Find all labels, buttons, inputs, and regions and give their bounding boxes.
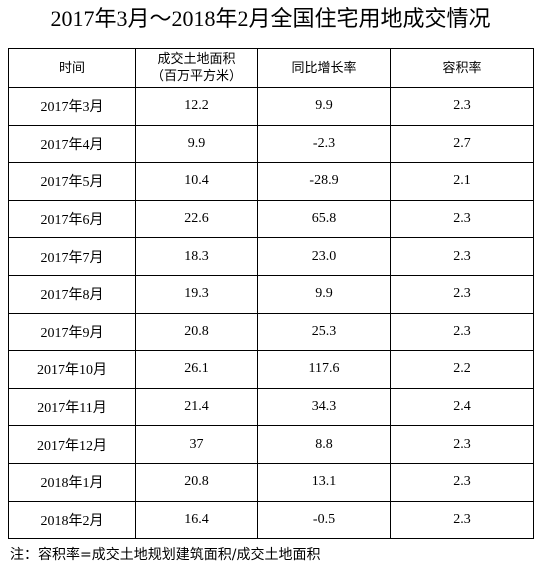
table-row: 2017年3月 12.2 9.9 2.3	[8, 87, 534, 126]
table-cell: -0.5	[257, 500, 391, 540]
table-cell: -2.3	[257, 124, 391, 164]
table-cell: 9.9	[135, 124, 258, 164]
table-cell: 2017年6月	[8, 199, 136, 239]
table-cell: 2.3	[390, 199, 534, 239]
table-cell: 2017年12月	[8, 425, 136, 464]
table-row: 2017年4月 9.9 -2.3 2.7	[8, 124, 534, 164]
table-row: 2017年5月 10.4 -28.9 2.1	[8, 162, 534, 201]
header-text: 容积率	[442, 60, 482, 76]
table-cell: 21.4	[135, 387, 258, 427]
table-cell: 23.0	[257, 237, 391, 276]
table-cell: 117.6	[257, 350, 391, 389]
table-cell: 8.8	[257, 425, 391, 464]
header-cell: 成交土地面积 （百万平方米）	[135, 48, 258, 88]
table-cell: 37	[135, 425, 258, 464]
table-cell: 2017年7月	[8, 237, 136, 276]
table-row: 2017年12月 37 8.8 2.3	[8, 425, 534, 464]
table-cell: 2018年1月	[8, 462, 136, 502]
table-cell: 12.2	[135, 87, 258, 126]
table-cell: -28.9	[257, 162, 391, 201]
table-cell: 2017年10月	[8, 350, 136, 389]
table-cell: 2.3	[390, 274, 534, 314]
table-cell: 13.1	[257, 462, 391, 502]
table-cell: 2.4	[390, 387, 534, 427]
header-text: 同比增长率	[291, 60, 357, 76]
table-row: 2017年6月 22.6 65.8 2.3	[8, 199, 534, 239]
table-cell: 19.3	[135, 274, 258, 314]
header-cell: 同比增长率	[257, 48, 391, 88]
table-cell: 16.4	[135, 500, 258, 540]
table-cell: 10.4	[135, 162, 258, 201]
table-row: 2018年2月 16.4 -0.5 2.3	[8, 500, 534, 540]
table-cell: 2.3	[390, 312, 534, 352]
table-row: 2017年11月 21.4 34.3 2.4	[8, 387, 534, 427]
table-cell: 2017年4月	[8, 124, 136, 164]
header-text: 时间	[58, 60, 85, 76]
table-cell: 26.1	[135, 350, 258, 389]
table-row: 2017年9月 20.8 25.3 2.3	[8, 312, 534, 352]
table-cell: 2.3	[390, 500, 534, 540]
table-row: 2017年10月 26.1 117.6 2.2	[8, 350, 534, 389]
table-cell: 34.3	[257, 387, 391, 427]
header-text: 成交土地面积	[157, 52, 236, 67]
table-cell: 65.8	[257, 199, 391, 239]
table-cell: 2.3	[390, 425, 534, 464]
table-cell: 2017年3月	[8, 87, 136, 126]
table-cell: 2018年2月	[8, 500, 136, 540]
title: 2017年3月～2018年2月全国住宅用地成交情况	[50, 6, 491, 31]
table-cell: 9.9	[257, 87, 391, 126]
table-row: 2017年8月 19.3 9.9 2.3	[8, 274, 534, 314]
table-cell: 20.8	[135, 312, 258, 352]
table-cell: 2.3	[390, 87, 534, 126]
table-cell: 9.9	[257, 274, 391, 314]
table-cell: 2.3	[390, 462, 534, 502]
table-cell: 2017年11月	[8, 387, 136, 427]
table-body: 2017年3月 12.2 9.9 2.3 2017年4月 9.9 -2.3 2.7 2017年5…	[8, 87, 534, 540]
table-cell: 2.2	[390, 350, 534, 389]
table-row: 2017年7月 18.3 23.0 2.3	[8, 237, 534, 276]
header-text: （百万平方米）	[150, 69, 242, 84]
table-cell: 2.7	[390, 124, 534, 164]
table-cell: 2017年8月	[8, 274, 136, 314]
header-cell: 容积率	[390, 48, 534, 88]
table-cell: 2.3	[390, 237, 534, 276]
table-cell: 2017年9月	[8, 312, 136, 352]
table-cell: 2017年5月	[8, 162, 136, 201]
table-cell: 18.3	[135, 237, 258, 276]
footnote: 注：容积率=成交土地规划建筑面积/成交土地面积	[10, 547, 321, 563]
table-cell: 22.6	[135, 199, 258, 239]
header-cell: 时间	[8, 48, 136, 88]
table-cell: 20.8	[135, 462, 258, 502]
data-table: 时间 成交土地面积 （百万平方米） 同比增长率 容积率 2017年3月 12.2 9.9 2.…	[8, 48, 534, 540]
header-row: 时间 成交土地面积 （百万平方米） 同比增长率 容积率	[8, 48, 534, 88]
table-cell: 25.3	[257, 312, 391, 352]
table-row: 2018年1月 20.8 13.1 2.3	[8, 462, 534, 502]
table-cell: 2.1	[390, 162, 534, 201]
